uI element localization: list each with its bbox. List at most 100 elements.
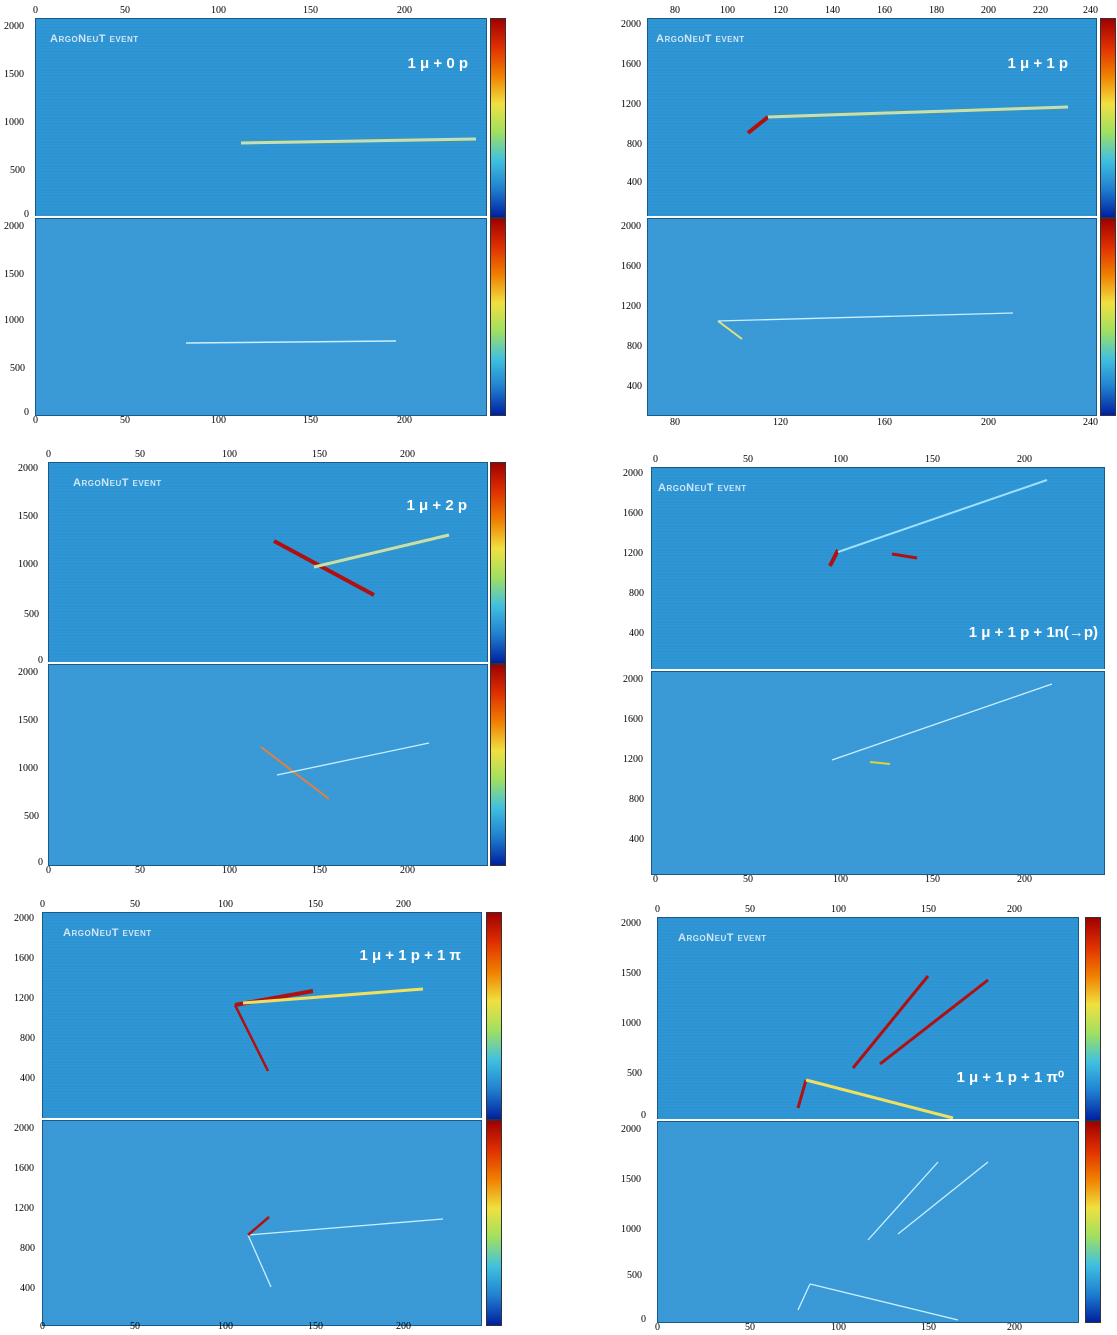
axis-tick-label: 150: [308, 899, 323, 910]
axis-tick-label: 100: [831, 1322, 846, 1333]
particle-track: [797, 1283, 811, 1311]
event-label: 1 μ + 1 p + 1 π⁰: [956, 1069, 1064, 1086]
axis-tick-label: 120: [773, 417, 788, 428]
lower-plot-2: [647, 218, 1097, 416]
axis-tick-label: 150: [921, 904, 936, 915]
axis-tick-label: 50: [743, 454, 753, 465]
axis-tick-label: 2000: [621, 221, 641, 232]
axis-tick-label: 500: [10, 363, 25, 374]
particle-track: [831, 683, 1053, 761]
particle-track: [828, 549, 840, 567]
axis-tick-label: 100: [831, 904, 846, 915]
axis-tick-label: 800: [20, 1243, 35, 1254]
particle-track: [879, 978, 989, 1066]
colorbar: [1085, 917, 1101, 1121]
axis-tick-label: 500: [627, 1068, 642, 1079]
axis-tick-label: 200: [400, 865, 415, 876]
axis-tick-label: 0: [33, 415, 38, 426]
event-title: ArgoNeuT event: [656, 33, 745, 45]
axis-tick-label: 1000: [621, 1018, 641, 1029]
axis-tick-label: 150: [303, 5, 318, 16]
event-display: [717, 312, 1014, 340]
axis-tick-label: 160: [877, 417, 892, 428]
axis-tick-label: 0: [24, 407, 29, 418]
event-panel-4: ArgoNeuT event 1 μ + 1 p + 1n(→p) 0 50 1…: [595, 455, 1117, 885]
axis-tick-label: 200: [1007, 904, 1022, 915]
colorbar-1a: [490, 18, 506, 218]
axis-tick-label: 800: [629, 588, 644, 599]
particle-track: [185, 340, 397, 344]
view-divider: [647, 216, 1097, 218]
axis-tick-label: 50: [743, 874, 753, 885]
axis-tick-label: 200: [397, 5, 412, 16]
axis-tick-label: 150: [312, 449, 327, 460]
axis-tick-label: 1000: [4, 117, 24, 128]
axis-tick-label: 200: [1017, 874, 1032, 885]
axis-tick-label: 50: [120, 415, 130, 426]
axis-tick-label: 100: [833, 874, 848, 885]
axis-tick-label: 200: [981, 417, 996, 428]
particle-track: [805, 1078, 954, 1120]
particle-track: [867, 1161, 939, 1241]
event-panel-6: ArgoNeuT event 1 μ + 1 p + 1 π⁰ 0 50 100…: [595, 905, 1117, 1335]
particle-track: [717, 312, 1014, 322]
axis-tick-label: 200: [400, 449, 415, 460]
particle-track: [891, 552, 918, 560]
axis-tick-label: 1200: [14, 1203, 34, 1214]
axis-tick-label: 200: [396, 899, 411, 910]
axis-tick-label: 2000: [623, 468, 643, 479]
particle-track: [242, 987, 424, 1005]
axis-tick-label: 1600: [621, 59, 641, 70]
axis-tick-label: 500: [627, 1270, 642, 1281]
particle-track: [796, 1079, 808, 1109]
axis-tick-label: 1500: [4, 69, 24, 80]
axis-tick-label: 1600: [14, 953, 34, 964]
particle-track: [247, 1234, 272, 1288]
axis-tick-label: 2000: [621, 19, 641, 30]
colorbar-1b: [490, 218, 506, 416]
lower-plot-1: [35, 218, 487, 416]
event-display: [746, 105, 1069, 135]
upper-plot-3: ArgoNeuT event 1 μ + 2 p: [48, 462, 488, 664]
axis-tick-label: 800: [20, 1033, 35, 1044]
axis-tick-label: 2000: [14, 913, 34, 924]
axis-tick-label: 1600: [623, 714, 643, 725]
axis-tick-label: 0: [33, 5, 38, 16]
particle-track: [897, 1161, 989, 1235]
lower-plot-3: [48, 664, 488, 866]
event-panel-5: ArgoNeuT event 1 μ + 1 p + 1 π 0 50 100 …: [0, 898, 520, 1335]
axis-tick-label: 160: [877, 5, 892, 16]
event-panel-2: ArgoNeuT event 1 μ + 1 p 80 100 120 140 …: [595, 0, 1116, 430]
event-panel-1: ArgoNeuT event 1 μ + 0 p 0 50 100 150 20…: [0, 0, 520, 426]
colorbar: [486, 912, 502, 1120]
axis-tick-label: 50: [135, 865, 145, 876]
axis-tick-label: 100: [218, 899, 233, 910]
particle-track: [313, 534, 450, 568]
event-display: [831, 683, 1053, 765]
colorbar: [1085, 1121, 1101, 1323]
event-display: [828, 479, 1048, 567]
event-title: ArgoNeuT event: [678, 932, 767, 944]
axis-tick-label: 0: [40, 1321, 45, 1332]
axis-tick-label: 1000: [18, 559, 38, 570]
event-display: [797, 1161, 989, 1321]
upper-plot-5: ArgoNeuT event 1 μ + 1 p + 1 π: [42, 912, 482, 1120]
axis-tick-label: 2000: [14, 1123, 34, 1134]
axis-tick-label: 1500: [18, 511, 38, 522]
lower-plot-5: [42, 1120, 482, 1326]
view-divider: [42, 1118, 482, 1120]
axis-tick-label: 150: [312, 865, 327, 876]
axis-tick-label: 150: [308, 1321, 323, 1332]
axis-tick-label: 200: [1017, 454, 1032, 465]
event-display: [260, 742, 430, 800]
axis-tick-label: 140: [825, 5, 840, 16]
axis-tick-label: 200: [396, 1321, 411, 1332]
particle-track: [276, 742, 430, 776]
axis-tick-label: 100: [218, 1321, 233, 1332]
lower-plot-4: [651, 671, 1105, 875]
axis-tick-label: 0: [46, 449, 51, 460]
axis-tick-label: 200: [397, 415, 412, 426]
axis-tick-label: 50: [130, 1321, 140, 1332]
axis-tick-label: 0: [653, 874, 658, 885]
axis-tick-label: 240: [1083, 5, 1098, 16]
